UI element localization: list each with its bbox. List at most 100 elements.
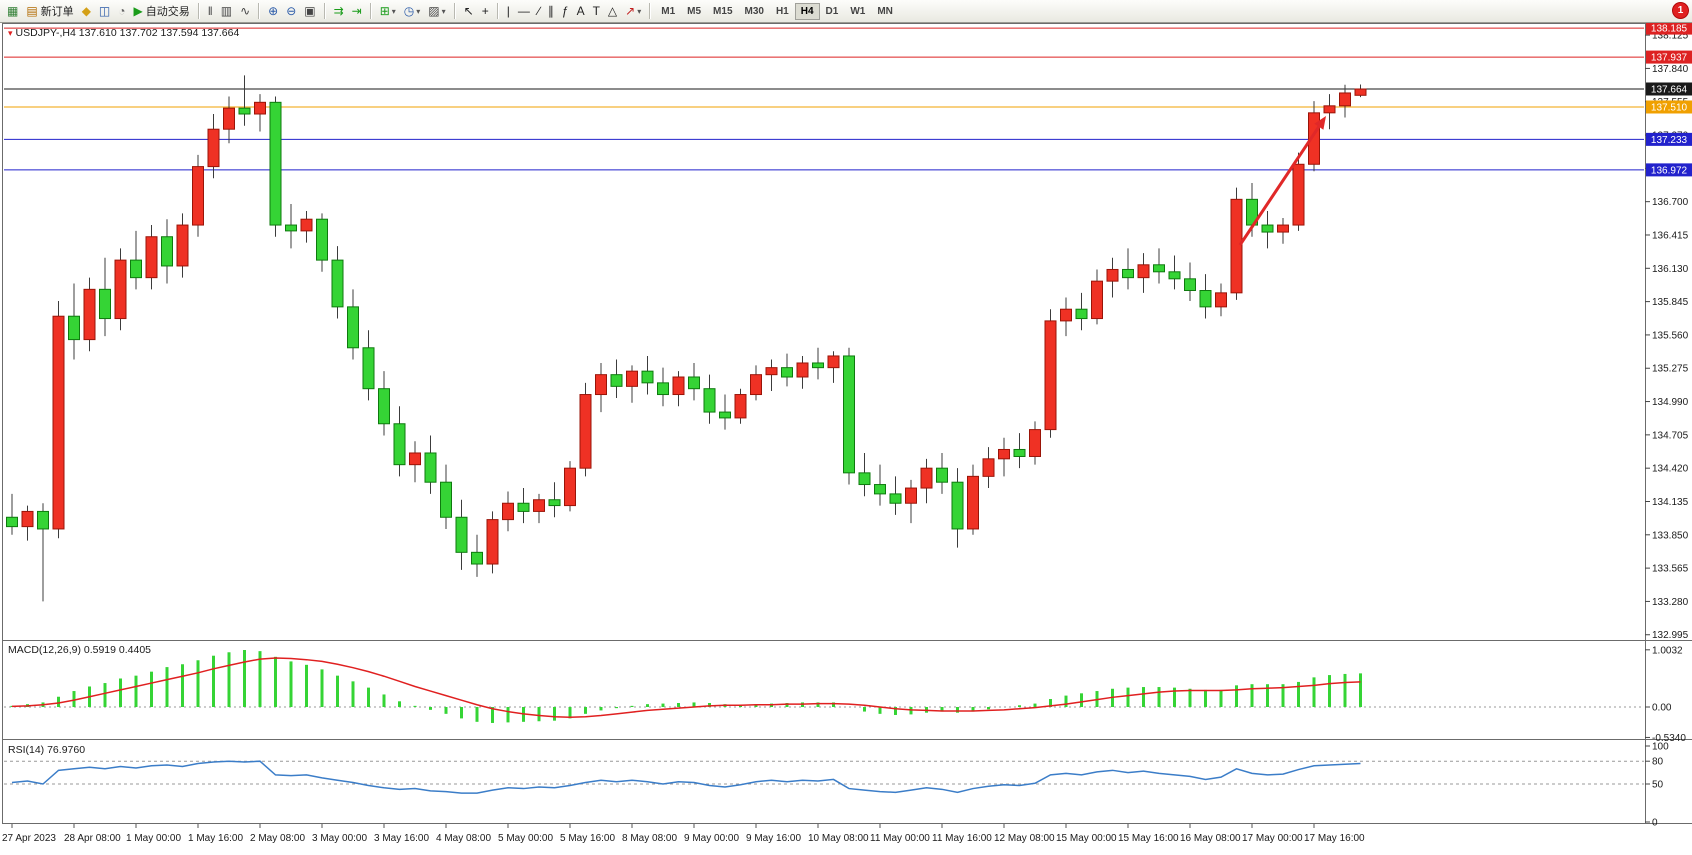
time-label: 1 May 00:00 <box>126 833 181 844</box>
horizontal-line-button[interactable]: — <box>515 2 533 20</box>
candle <box>1199 290 1212 308</box>
time-label: 5 May 16:00 <box>560 833 615 844</box>
arrows-button-dropdown-icon[interactable]: ▾ <box>637 6 642 16</box>
candle <box>176 224 189 267</box>
candle <box>610 374 623 387</box>
trendline-button[interactable]: ∕ <box>535 2 543 20</box>
refresh-icon: ◔ <box>118 4 126 18</box>
channel-button[interactable]: ∥ <box>545 2 557 20</box>
vertical-line-button[interactable]: | <box>504 2 513 20</box>
candle <box>734 394 747 419</box>
auto-scroll-icon: ⇉ <box>333 4 344 18</box>
trend-arrow-line[interactable] <box>1238 120 1324 246</box>
zoom-out-button[interactable]: ⊖ <box>283 2 299 20</box>
price-tick-label: 136.700 <box>1652 197 1689 208</box>
candlestick-chart-button[interactable]: ▥ <box>218 2 235 20</box>
periods-button[interactable]: ◷ ▾ <box>401 2 424 20</box>
time-label: 11 May 16:00 <box>932 833 992 844</box>
toolbar-separator <box>323 3 326 19</box>
toolbar-separator <box>453 3 456 19</box>
candle <box>719 411 731 419</box>
candle <box>269 101 282 226</box>
resistance-line-upper-price-badge <box>1646 21 1692 35</box>
zoom-in-button[interactable]: ⊕ <box>265 2 281 20</box>
candle <box>1215 292 1227 308</box>
candle <box>300 218 313 232</box>
time-label: 4 May 08:00 <box>436 833 491 844</box>
arrows-icon: ↗ <box>625 4 636 18</box>
support-line-2-price-badge <box>1646 163 1692 177</box>
price-tick-label: 134.420 <box>1652 464 1689 475</box>
fibonacci-button[interactable]: ƒ <box>559 2 572 20</box>
timeframe-h4-button[interactable]: H4 <box>794 2 820 20</box>
timeframe-h1-button[interactable]: H1 <box>775 5 789 17</box>
indicators-button-dropdown-icon[interactable]: ▾ <box>391 6 396 16</box>
crosshair-button[interactable]: + <box>479 2 492 20</box>
candle <box>471 551 483 565</box>
candle <box>982 458 995 477</box>
chart-shift-button[interactable]: ⇥ <box>349 2 365 20</box>
shapes-button[interactable]: △ <box>605 2 620 20</box>
history-center-button[interactable]: ◆ <box>79 2 94 20</box>
candle <box>362 347 375 390</box>
timeframe-m5-button[interactable]: M5 <box>687 5 702 17</box>
time-label: 28 Apr 08:00 <box>64 833 121 844</box>
new-order-button[interactable]: ▤ 新订单 <box>23 2 76 20</box>
cursor-button[interactable]: ↖ <box>461 2 477 20</box>
time-label: 10 May 08:00 <box>808 833 869 844</box>
templates-button[interactable]: ▨ ▾ <box>425 2 448 20</box>
timeframe-w1-button[interactable]: W1 <box>850 5 866 17</box>
text-tool-icon: A <box>576 4 585 18</box>
candle <box>409 452 421 466</box>
bar-chart-button[interactable]: ‖ <box>205 2 216 20</box>
notification-badge[interactable]: 1 <box>1673 3 1688 18</box>
templates-button-dropdown-icon[interactable]: ▾ <box>441 6 446 16</box>
indicators-button[interactable]: ⊞ ▾ <box>377 2 399 20</box>
timeframe-d1-button[interactable]: D1 <box>825 5 839 17</box>
time-label: 11 May 00:00 <box>870 833 930 844</box>
timeframe-m15-button[interactable]: M15 <box>713 5 733 17</box>
candle <box>223 107 235 130</box>
trendline-icon: ∕ <box>537 4 540 18</box>
auto-trading-button[interactable]: ▶ 自动交易 <box>131 2 193 20</box>
candle <box>595 374 607 396</box>
candle <box>316 218 328 261</box>
refresh-button[interactable]: ◔ <box>115 2 128 20</box>
price-badge-label: 137.510 <box>1651 102 1688 113</box>
candle <box>998 448 1010 460</box>
candle <box>1277 224 1289 233</box>
bar-chart-icon: ‖ <box>207 4 213 18</box>
candle <box>331 259 344 308</box>
timeframe-m30-button[interactable]: M30 <box>744 5 764 17</box>
candle <box>796 362 809 378</box>
price-tick-label: 132.995 <box>1652 630 1689 641</box>
arrows-button[interactable]: ↗ ▾ <box>622 2 644 20</box>
time-label: 27 Apr 2023 <box>2 833 56 844</box>
new-chart-button[interactable]: ▦ <box>4 2 21 20</box>
periods-button-dropdown-icon[interactable]: ▾ <box>416 6 421 16</box>
candle <box>1230 198 1243 294</box>
candle <box>781 367 793 378</box>
tile-windows-button[interactable]: ▣ <box>301 2 318 20</box>
line-chart-button[interactable]: ∿ <box>237 2 253 20</box>
auto-scroll-button[interactable]: ⇉ <box>331 2 347 20</box>
crosshair-icon: + <box>481 4 489 18</box>
timeframe-m1-button[interactable]: M1 <box>661 5 676 17</box>
candle <box>114 259 127 320</box>
candle <box>548 499 561 507</box>
trend-arrow-head[interactable] <box>1314 116 1326 130</box>
navigator-button[interactable]: ◫ <box>96 2 113 20</box>
support-line-1-price-badge <box>1646 132 1692 146</box>
rsi-line <box>11 760 1361 794</box>
candle <box>130 259 142 279</box>
text-tool-button[interactable]: A <box>574 2 588 20</box>
candle <box>1122 268 1134 279</box>
timeframe-mn-button[interactable]: MN <box>877 5 893 17</box>
candle <box>1308 112 1320 165</box>
auto-trading-button-label: 自动交易 <box>145 6 190 18</box>
candle <box>83 288 96 341</box>
chart-shift-icon: ⇥ <box>351 4 362 18</box>
label-tool-button[interactable]: T <box>590 2 603 20</box>
